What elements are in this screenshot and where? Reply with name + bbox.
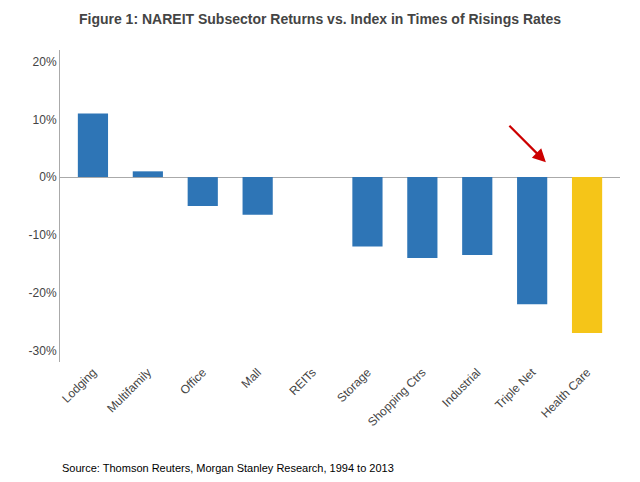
svg-text:REITs: REITs <box>286 365 319 398</box>
svg-text:0%: 0% <box>39 170 57 184</box>
svg-text:-10%: -10% <box>29 228 57 242</box>
svg-text:-30%: -30% <box>29 344 57 358</box>
svg-text:Mall: Mall <box>239 365 264 390</box>
svg-text:Source: Thomson Reuters, Morga: Source: Thomson Reuters, Morgan Stanley … <box>62 462 394 474</box>
svg-text:Office: Office <box>177 365 209 397</box>
svg-text:Triple Net: Triple Net <box>492 365 539 412</box>
svg-text:Storage: Storage <box>334 365 374 405</box>
svg-text:Shopping Ctrs: Shopping Ctrs <box>365 365 429 429</box>
svg-text:Multifamily: Multifamily <box>104 365 154 415</box>
svg-text:Health Care: Health Care <box>538 365 593 420</box>
svg-text:20%: 20% <box>33 55 57 69</box>
svg-text:10%: 10% <box>33 113 57 127</box>
svg-text:Figure 1: NAREIT Subsector Ret: Figure 1: NAREIT Subsector Returns vs. I… <box>79 11 561 27</box>
svg-text:Lodging: Lodging <box>59 365 99 405</box>
svg-text:-20%: -20% <box>29 286 57 300</box>
svg-text:Industrial: Industrial <box>439 365 483 409</box>
